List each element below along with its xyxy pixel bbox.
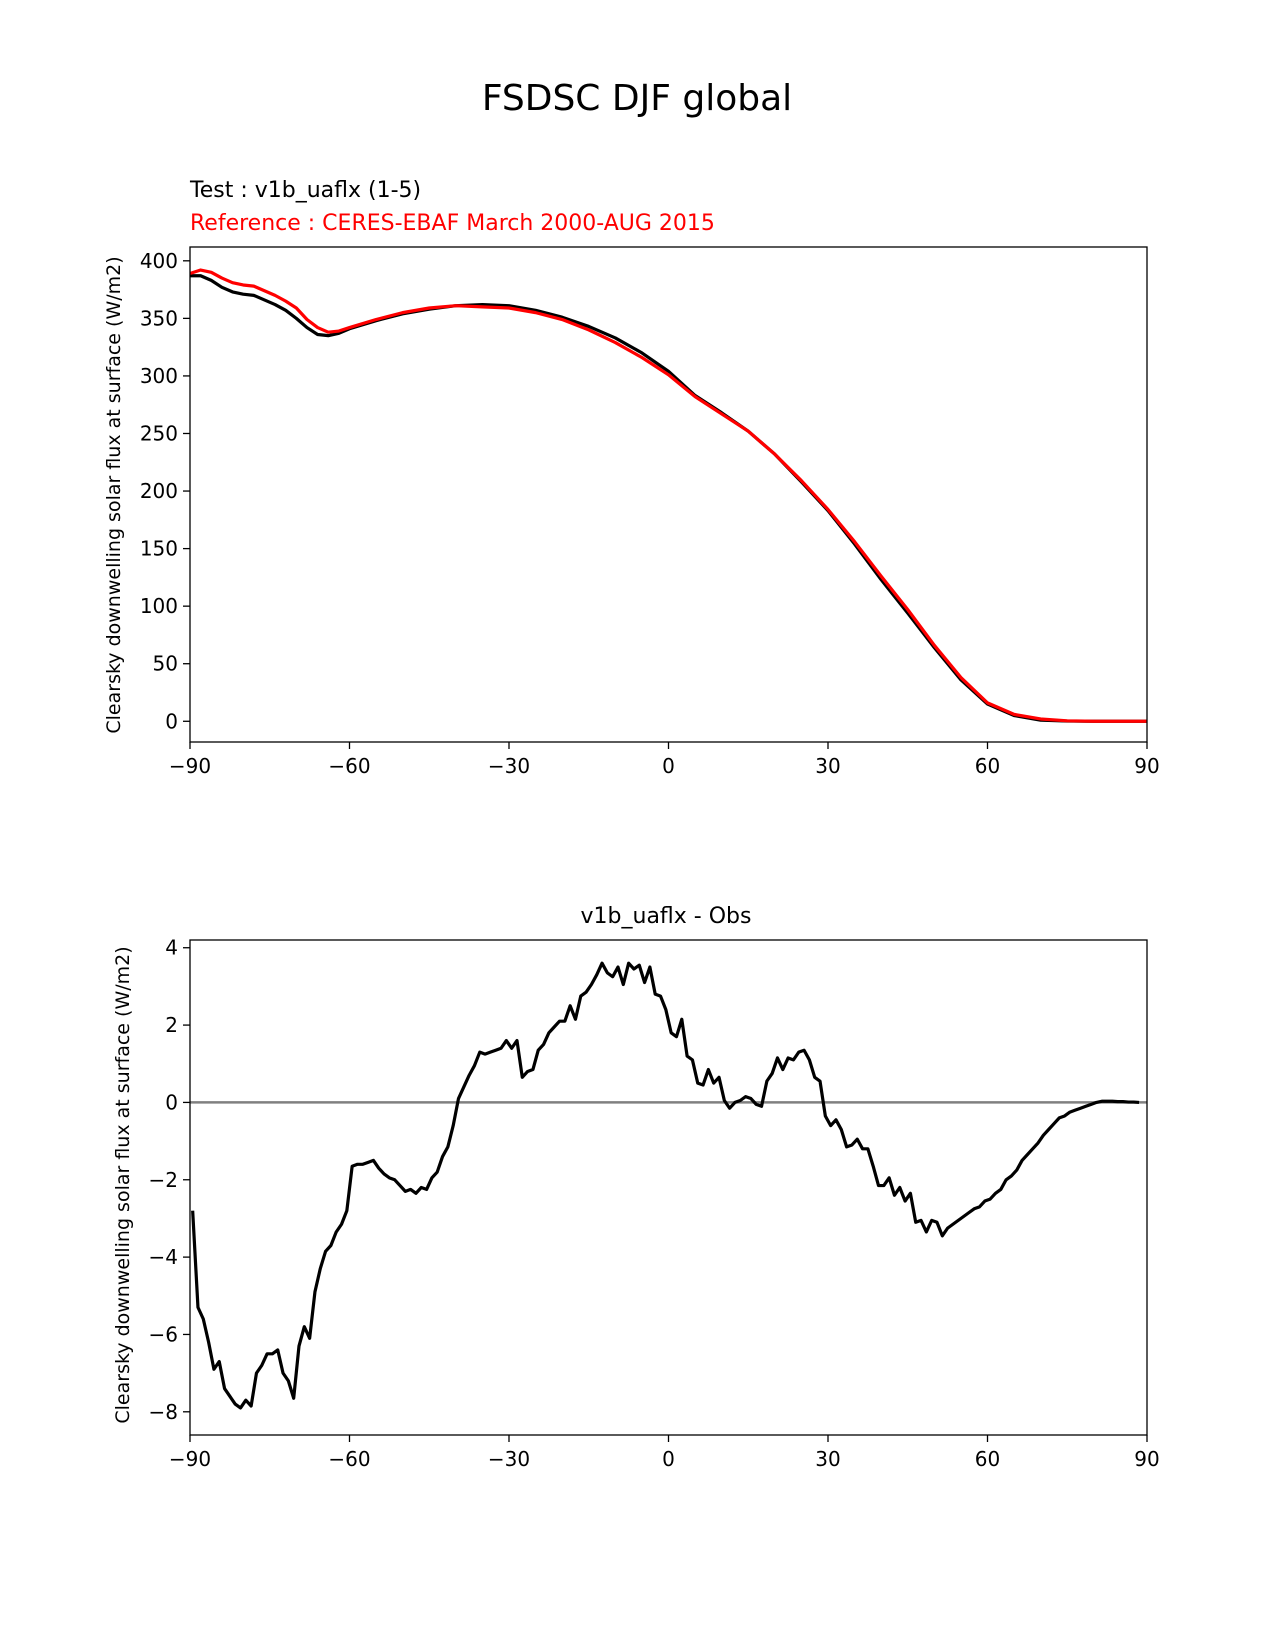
figure-title: FSDSC DJF global bbox=[482, 78, 792, 119]
y-tick-label: −8 bbox=[149, 1400, 178, 1424]
x-tick-label: 90 bbox=[1134, 1447, 1159, 1471]
panel1-series bbox=[189, 268, 1147, 723]
panel1-reference-title: Reference : CERES-EBAF March 2000-AUG 20… bbox=[190, 211, 715, 236]
y-tick-label: 150 bbox=[140, 537, 178, 561]
panel-fsdsc-test-vs-reference: Test : v1b_uaflx (1-5) Reference : CERES… bbox=[103, 178, 1160, 778]
x-tick-label: 60 bbox=[975, 1447, 1000, 1471]
y-tick-label: 300 bbox=[140, 364, 178, 388]
panel1-ylabel: Clearsky downwelling solar flux at surfa… bbox=[103, 256, 125, 733]
y-tick-label: 0 bbox=[165, 709, 178, 733]
y-tick-label: 2 bbox=[165, 1013, 178, 1037]
x-tick-label: −60 bbox=[328, 754, 370, 778]
x-tick-label: 60 bbox=[975, 754, 1000, 778]
panel2-ticks: −90 −60 −30 0 30 60 90 −8 −6 −4 −2 0 2 4 bbox=[149, 936, 1160, 1471]
x-tick-label: −30 bbox=[488, 1447, 530, 1471]
panel-difference: v1b_uaflx - Obs Clearsky downwelling sol… bbox=[112, 904, 1160, 1471]
series-line-0 bbox=[190, 274, 1147, 723]
x-tick-label: −90 bbox=[169, 1447, 211, 1471]
x-tick-label: −90 bbox=[169, 754, 211, 778]
y-tick-label: 4 bbox=[165, 936, 178, 960]
x-tick-label: −30 bbox=[488, 754, 530, 778]
series-line-1 bbox=[189, 268, 1147, 723]
y-tick-label: 350 bbox=[140, 306, 178, 330]
panel1-test-title: Test : v1b_uaflx (1-5) bbox=[189, 178, 421, 203]
panel2-ylabel: Clearsky downwelling solar flux at surfa… bbox=[112, 946, 134, 1423]
panel2-axes-frame bbox=[189, 939, 1148, 1436]
y-tick-label: −4 bbox=[149, 1245, 178, 1269]
y-tick-label: 50 bbox=[153, 652, 178, 676]
panel1-axes-frame bbox=[189, 246, 1148, 743]
panel1-ticks: −90 −60 −30 0 30 60 90 0 50 100 150 200 250 300 350 400 bbox=[140, 249, 1160, 778]
panel2-series bbox=[190, 961, 1147, 1410]
y-tick-label: 400 bbox=[140, 249, 178, 273]
y-tick-label: 100 bbox=[140, 594, 178, 618]
y-tick-label: 0 bbox=[165, 1090, 178, 1114]
panel2-title: v1b_uaflx - Obs bbox=[581, 904, 752, 929]
y-tick-label: 250 bbox=[140, 421, 178, 445]
y-tick-label: 200 bbox=[140, 479, 178, 503]
x-tick-label: 0 bbox=[662, 754, 675, 778]
x-tick-label: −60 bbox=[328, 1447, 370, 1471]
x-tick-label: 90 bbox=[1134, 754, 1159, 778]
x-tick-label: 0 bbox=[662, 1447, 675, 1471]
series-line-0 bbox=[191, 961, 1140, 1410]
y-tick-label: −2 bbox=[149, 1168, 178, 1192]
x-tick-label: 30 bbox=[815, 754, 840, 778]
x-tick-label: 30 bbox=[815, 1447, 840, 1471]
y-tick-label: −6 bbox=[149, 1322, 178, 1346]
